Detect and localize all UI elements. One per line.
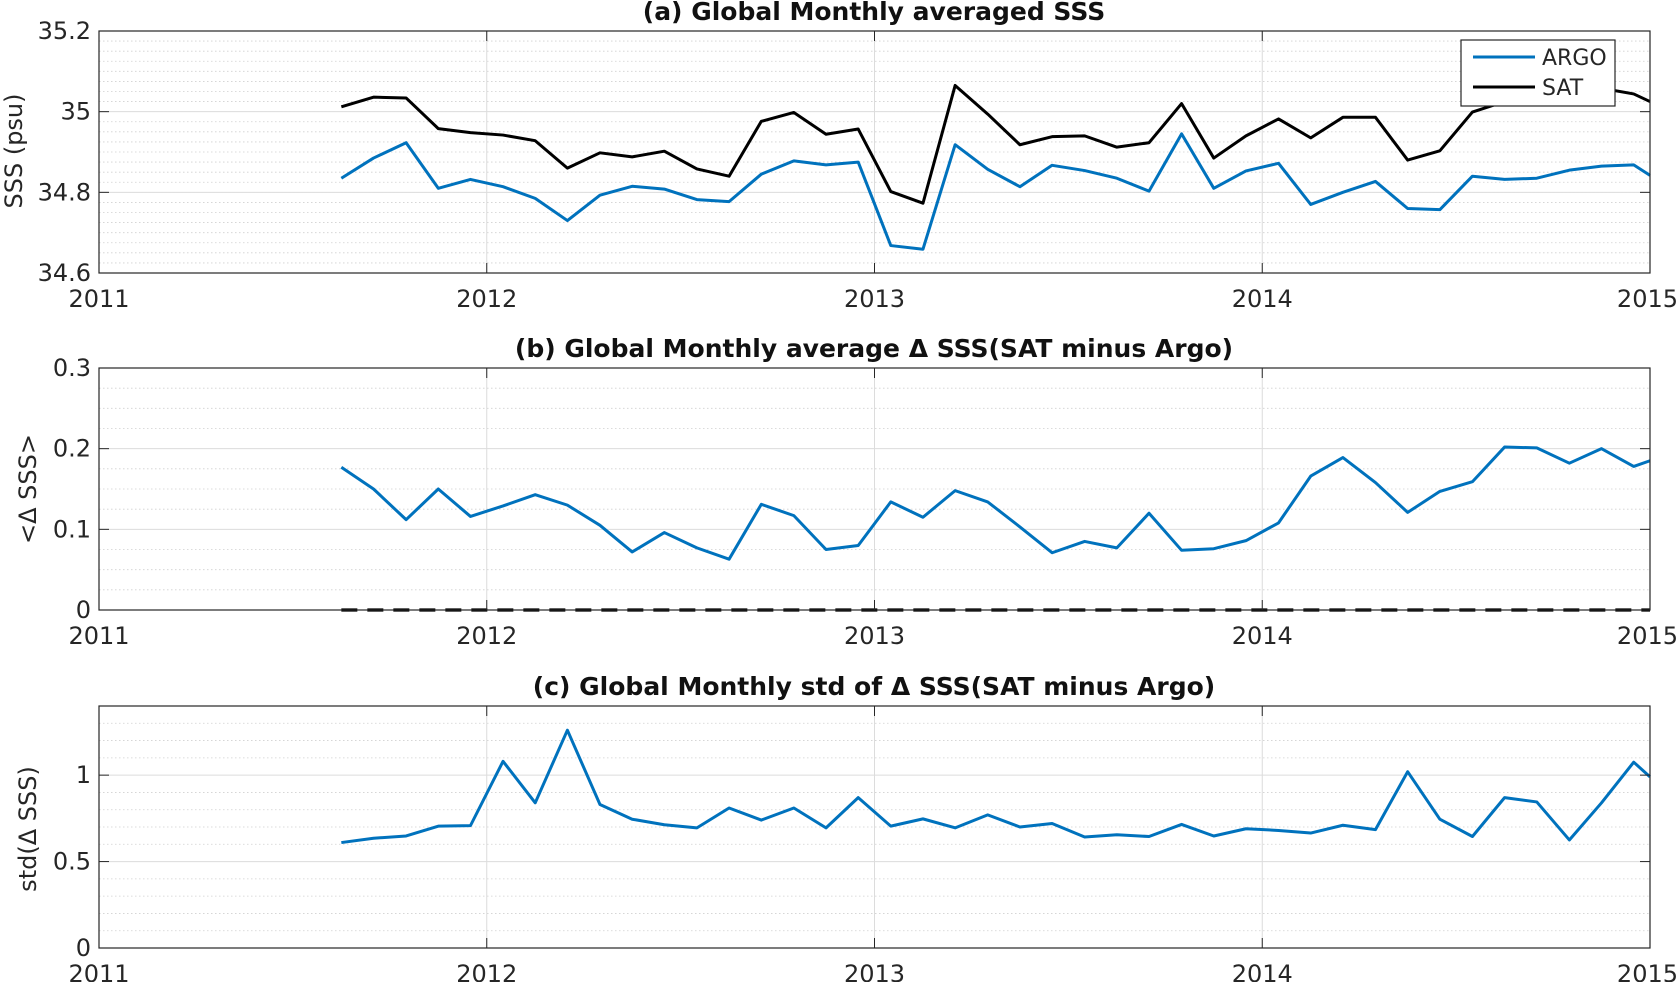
panel-c: (c) Global Monthly std of Δ SSS(SAT minu… — [14, 672, 1678, 982]
panel-b: (b) Global Monthly average Δ SSS(SAT min… — [14, 334, 1678, 650]
legend: ARGO SAT — [1460, 39, 1616, 107]
panel-a-x-tick-label: 2011 — [68, 285, 129, 313]
panel-a-y-tick-label: 35 — [60, 98, 91, 126]
panel-a-y-axis-label: SSS (psu) — [0, 93, 28, 208]
panel-c-y-axis-label: std(Δ SSS) — [14, 766, 42, 892]
panel-b-x-tick-label: 2012 — [456, 622, 517, 650]
panel-c-x-tick-label: 2015 — [1617, 960, 1678, 982]
panel-b-y-axis-label: <Δ SSS> — [14, 434, 42, 544]
panel-a-x-tick-label: 2012 — [456, 285, 517, 313]
panel-b-y-tick-label: 0 — [76, 596, 91, 624]
panel-b-y-tick-label: 0.2 — [53, 435, 91, 463]
panel-b-x-tick-label: 2015 — [1617, 622, 1678, 650]
panel-c-x-tick-label: 2013 — [844, 960, 905, 982]
panel-a-y-tick-label: 34.6 — [38, 259, 91, 287]
panel-c-title: (c) Global Monthly std of Δ SSS(SAT minu… — [533, 672, 1215, 701]
panel-a: (a) Global Monthly averaged SSS SSS (psu… — [0, 0, 1678, 313]
panel-a-x-tick-label: 2015 — [1617, 285, 1678, 313]
panel-b-x-tick-label: 2014 — [1232, 622, 1293, 650]
panel-a-title: (a) Global Monthly averaged SSS — [643, 0, 1105, 26]
panel-c-x-tick-label: 2014 — [1232, 960, 1293, 982]
panel-b-y-tick-label: 0.1 — [53, 515, 91, 543]
panel-c-series-line — [341, 728, 1652, 845]
panel-a-series-argo — [340, 132, 1651, 251]
panel-c-x-tick-label: 2012 — [456, 960, 517, 982]
panel-a-x-tick-label: 2014 — [1232, 285, 1293, 313]
panel-b-x-tick-label: 2011 — [68, 622, 129, 650]
legend-label-sat: SAT — [1542, 76, 1584, 101]
panel-b-x-tick-label: 2013 — [844, 622, 905, 650]
legend-label-argo: ARGO — [1542, 46, 1607, 71]
panel-b-title: (b) Global Monthly average Δ SSS(SAT min… — [515, 334, 1233, 363]
panel-c-y-tick-label: 0.5 — [53, 848, 91, 876]
panel-b-series-line — [340, 445, 1651, 561]
panel-b-y-tick-label: 0.3 — [53, 354, 91, 382]
legend-box — [1460, 39, 1616, 107]
panel-a-y-tick-label: 35.2 — [38, 17, 91, 45]
panel-c-y-tick-label: 0 — [76, 934, 91, 962]
panel-c-x-tick-label: 2011 — [68, 960, 129, 982]
panel-a-y-tick-label: 34.8 — [38, 178, 91, 206]
panel-a-x-tick-label: 2013 — [844, 285, 905, 313]
panel-c-y-tick-label: 1 — [76, 761, 91, 789]
panel-a-series-sat — [340, 83, 1651, 205]
